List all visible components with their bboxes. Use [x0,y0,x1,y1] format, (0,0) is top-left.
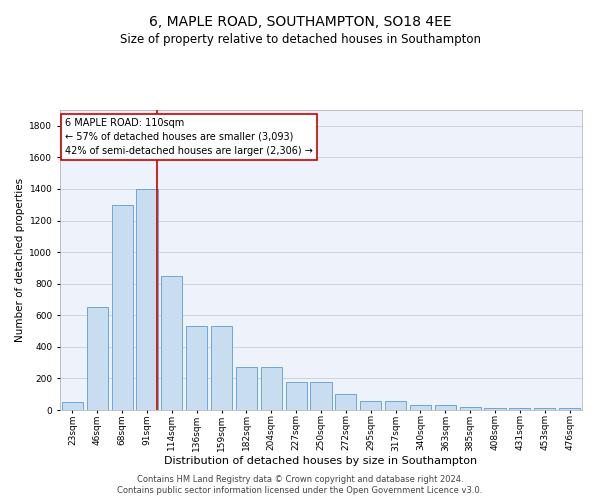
Bar [559,408,580,410]
Text: 6, MAPLE ROAD, SOUTHAMPTON, SO18 4EE: 6, MAPLE ROAD, SOUTHAMPTON, SO18 4EE [149,15,451,29]
Bar [87,308,108,410]
Bar [509,408,530,410]
Bar [186,326,207,410]
Bar [385,400,406,410]
Bar [261,368,282,410]
Bar [236,368,257,410]
Bar [335,394,356,410]
Text: Contains public sector information licensed under the Open Government Licence v3: Contains public sector information licen… [118,486,482,495]
Text: 6 MAPLE ROAD: 110sqm
← 57% of detached houses are smaller (3,093)
42% of semi-de: 6 MAPLE ROAD: 110sqm ← 57% of detached h… [65,118,313,156]
Bar [484,408,506,410]
Bar [112,204,133,410]
X-axis label: Distribution of detached houses by size in Southampton: Distribution of detached houses by size … [164,456,478,466]
Bar [460,407,481,410]
Bar [435,406,456,410]
Bar [136,189,158,410]
Bar [161,276,182,410]
Bar [211,326,232,410]
Text: Size of property relative to detached houses in Southampton: Size of property relative to detached ho… [119,32,481,46]
Bar [62,402,83,410]
Bar [534,408,555,410]
Bar [310,382,332,410]
Y-axis label: Number of detached properties: Number of detached properties [15,178,25,342]
Bar [410,406,431,410]
Text: Contains HM Land Registry data © Crown copyright and database right 2024.: Contains HM Land Registry data © Crown c… [137,475,463,484]
Bar [286,382,307,410]
Bar [360,400,381,410]
